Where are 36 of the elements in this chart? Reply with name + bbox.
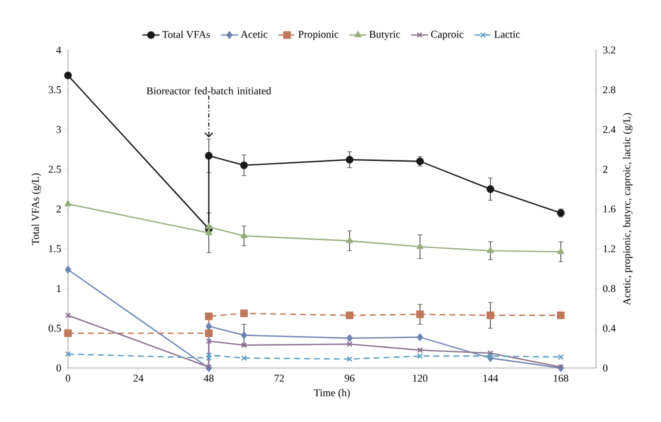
x-tick-label: 48 xyxy=(204,374,214,382)
x-tick-label: 168 xyxy=(554,374,568,382)
legend-label: Total VFAs xyxy=(162,30,210,38)
x-tick-label: 96 xyxy=(344,374,355,382)
y2-tick-label: 1.2 xyxy=(604,245,616,252)
legend-label: Propionic xyxy=(298,30,338,40)
y-tick-label: 1 xyxy=(57,285,61,292)
y-tick-label: 3 xyxy=(56,126,61,134)
legend-label: Butyric xyxy=(369,30,400,40)
y-tick-label: 4 xyxy=(56,46,62,54)
legend-label: Caproic xyxy=(431,30,464,40)
y-tick-label: 2 xyxy=(56,206,61,212)
y2-tick-label: 1.6 xyxy=(604,205,616,213)
y-tick-label: 0.5 xyxy=(48,324,61,332)
x-axis-title: Time (h) xyxy=(314,388,350,398)
x-tick-label: 24 xyxy=(134,374,144,382)
x-tick-label: 120 xyxy=(413,374,428,382)
x-tick-label: 144 xyxy=(483,374,498,382)
y-tick-label: 0 xyxy=(56,364,61,372)
y2-axis-title: Acetic, propionic, butyrc, caproic, lactic (g/L) xyxy=(622,113,632,306)
y-tick-label: 1.5 xyxy=(49,245,61,252)
y2-tick-label: 2.4 xyxy=(603,126,616,134)
y2-tick-label: 3.2 xyxy=(603,46,616,54)
y-tick-label: 2.5 xyxy=(48,166,61,173)
y-axis-title: Total VFAs (g/L) xyxy=(32,173,42,245)
y2-tick-label: 2.8 xyxy=(603,86,616,94)
legend-label: Lactic xyxy=(494,30,520,38)
legend-label: Acetic xyxy=(240,30,268,38)
x-tick-label: 72 xyxy=(274,374,284,382)
annotation: Bioreactor fed-batch initiated xyxy=(146,86,272,94)
y-tick-label: 3.5 xyxy=(48,86,61,94)
y2-tick-label: 0.4 xyxy=(603,324,616,332)
x-tick-label: 0 xyxy=(66,374,70,382)
y2-tick-label: 0.8 xyxy=(603,284,616,292)
y2-tick-label: 2 xyxy=(603,166,608,173)
y2-tick-label: 0 xyxy=(603,364,608,372)
